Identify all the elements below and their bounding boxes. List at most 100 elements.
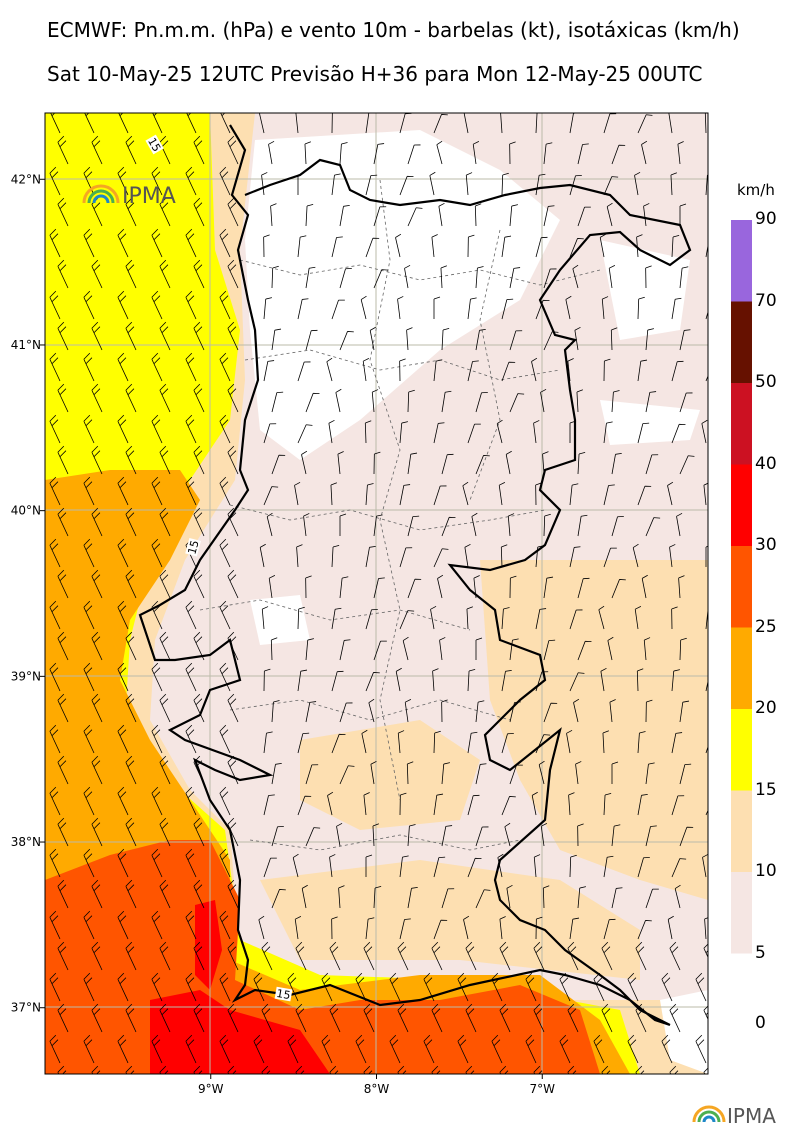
wind-barb xyxy=(702,853,708,878)
wind-barb xyxy=(569,175,582,196)
wind-barb xyxy=(193,817,205,847)
wind-barb xyxy=(297,172,305,195)
wind-barb xyxy=(634,606,642,630)
wind-barb xyxy=(151,724,163,754)
wind-barb xyxy=(305,764,319,785)
wind-barb xyxy=(407,515,420,537)
wind-barb xyxy=(266,512,273,537)
wind-barb xyxy=(83,1034,95,1064)
wind-barb xyxy=(399,175,414,196)
wind-barb xyxy=(603,918,616,940)
wind-barb xyxy=(606,202,613,227)
colorbar-swatch xyxy=(731,790,752,872)
wind-barb xyxy=(406,327,413,351)
wind-barb xyxy=(373,640,387,661)
wind-barb xyxy=(668,113,675,134)
wind-barb xyxy=(49,786,61,816)
wind-barb xyxy=(331,916,338,940)
wind-barb xyxy=(83,290,95,320)
wind-barb xyxy=(321,972,333,1002)
wind-barb xyxy=(637,857,650,878)
wind-barb xyxy=(677,141,684,165)
wind-barb xyxy=(193,259,205,289)
wind-barb xyxy=(439,637,446,661)
wind-barb xyxy=(49,724,61,754)
wind-barb xyxy=(57,321,69,351)
wind-barb xyxy=(151,352,163,382)
wind-barb xyxy=(57,445,69,475)
wind-barb xyxy=(83,538,95,568)
wind-barb xyxy=(227,445,239,475)
wind-barb xyxy=(49,600,61,630)
wind-barb xyxy=(645,265,652,289)
wind-barb xyxy=(708,389,719,412)
wind-barb xyxy=(499,1003,511,1033)
wind-barb xyxy=(509,764,523,785)
wind-barb xyxy=(637,296,645,320)
lat-tick-label: 41°N xyxy=(11,338,41,352)
wind-barb xyxy=(305,638,314,661)
wind-barb xyxy=(593,1034,605,1064)
wind-barbs xyxy=(49,113,727,1074)
wind-barb xyxy=(543,702,558,723)
wind-barb xyxy=(703,482,708,506)
wind-barb xyxy=(465,172,473,196)
wind-barb xyxy=(253,972,265,1002)
wind-barb xyxy=(91,817,103,847)
wind-barb xyxy=(83,662,95,692)
wind-barb xyxy=(151,910,163,940)
wind-barb xyxy=(373,577,385,599)
wind-barb xyxy=(569,609,583,630)
sea-band-30-40 xyxy=(150,990,330,1074)
wind-barb xyxy=(159,321,171,351)
wind-barb xyxy=(603,484,615,506)
wind-barb xyxy=(404,699,412,723)
wind-barb xyxy=(91,569,103,599)
colorbar-swatch xyxy=(731,709,752,791)
wind-barb xyxy=(159,631,171,661)
wind-barb xyxy=(331,607,342,630)
wind-barb xyxy=(462,481,469,506)
wind-barb xyxy=(678,575,685,599)
wind-barb xyxy=(467,794,480,816)
wind-barb xyxy=(295,941,307,971)
wind-barb xyxy=(505,450,512,475)
wind-barb xyxy=(399,547,413,568)
wind-barb xyxy=(301,884,308,909)
wind-barb xyxy=(373,143,385,165)
wind-barb xyxy=(303,513,310,537)
wind-barb xyxy=(533,420,540,444)
wind-barb xyxy=(433,793,444,816)
wind-barb xyxy=(49,910,61,940)
wind-barb xyxy=(423,972,435,1002)
wind-barb xyxy=(679,203,687,226)
wind-barb xyxy=(271,328,282,351)
wind-barb xyxy=(185,724,197,754)
wind-barb xyxy=(407,389,415,413)
wind-barb xyxy=(117,662,129,692)
wind-barb xyxy=(645,454,659,475)
wind-barb xyxy=(568,792,575,816)
wind-barb xyxy=(669,941,681,971)
wind-barb xyxy=(714,763,727,786)
wind-barb xyxy=(645,391,657,413)
wind-barb xyxy=(609,699,616,723)
wind-barb xyxy=(261,1003,273,1033)
wind-barb xyxy=(507,513,515,537)
wind-barb xyxy=(567,358,574,382)
wind-barb xyxy=(559,972,571,1002)
wind-barb xyxy=(509,204,518,227)
wind-barb xyxy=(125,259,137,289)
wind-barb xyxy=(538,760,545,785)
wind-barb xyxy=(574,326,581,351)
wind-barb xyxy=(361,729,368,754)
wind-barb xyxy=(643,637,651,661)
wind-barb xyxy=(292,853,299,878)
wind-barb xyxy=(577,640,592,661)
wind-barb xyxy=(263,360,275,382)
wind-barb xyxy=(499,941,511,971)
land-patch-white-2 xyxy=(600,240,690,340)
wind-barb xyxy=(543,513,551,537)
contour-label-15-central: 15 xyxy=(185,539,201,556)
wind-barb xyxy=(227,631,239,661)
